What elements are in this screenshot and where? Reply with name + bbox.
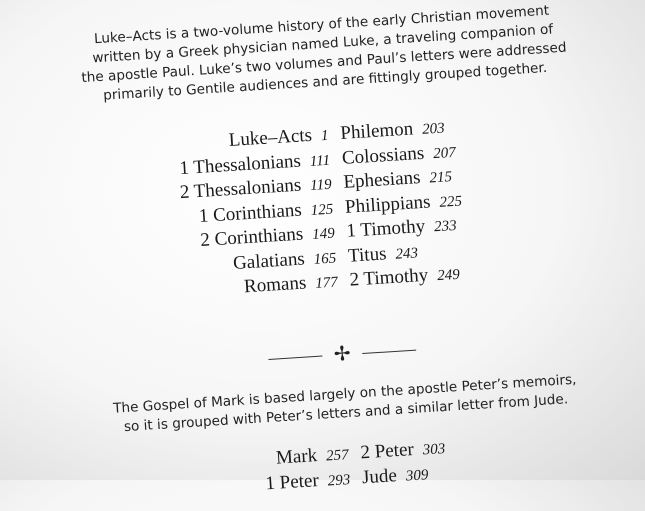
book-name: Luke–Acts [228,124,313,151]
toc-group1-right: Philemon 203 Colossians 207 Ephesians 215 Phil… [340,110,550,294]
page-number: 293 [327,471,351,489]
book-name: Romans [243,272,307,298]
page-number: 215 [428,169,453,187]
book-name: 1 Timothy [345,215,426,242]
page-number: 125 [310,201,334,219]
page-number: 309 [405,466,429,485]
page-number: 257 [325,447,350,465]
page-number: 225 [438,193,463,211]
book-page: Luke–Acts is a two-volume history of the… [21,0,620,494]
book-name: 2 Peter [359,439,415,464]
book-name: Colossians [341,142,425,169]
book-name: Mark [275,445,318,469]
page-number: 207 [432,144,457,162]
page-number: 119 [309,176,333,194]
book-name: Ephesians [342,167,422,193]
book-name: Galatians [232,247,306,274]
page-number: 243 [395,244,419,263]
divider-line [268,355,323,360]
page-number: 165 [313,250,337,268]
intro-paragraph: Luke–Acts is a two-volume history of the… [22,0,626,111]
divider-line [362,349,417,355]
page-number: 1 [320,127,330,145]
book-name: Titus [347,242,388,267]
toc-group2-right: 2 Peter 303 Jude 309 [360,430,563,491]
book-name: Philippians [344,190,432,218]
cross-ornament-icon: ✢ [333,340,352,366]
book-name: 1 Peter [264,469,320,494]
page-number: 303 [422,441,446,459]
toc-group2-left: Mark 257 1 Peter 293 [158,443,351,504]
book-name: 2 Timothy [348,264,429,291]
page-number: 177 [314,274,339,292]
page-number: 203 [421,120,446,138]
page-number: 233 [433,217,458,236]
toc-group1-left: Luke–Acts 1 1 Thessalonians 111 2 Thessaloni… [68,124,338,311]
page-number: 111 [309,152,331,170]
book-name: Philemon [339,118,414,144]
book-name: Jude [361,464,398,488]
page-number: 149 [311,225,336,243]
page-number: 249 [436,266,461,285]
